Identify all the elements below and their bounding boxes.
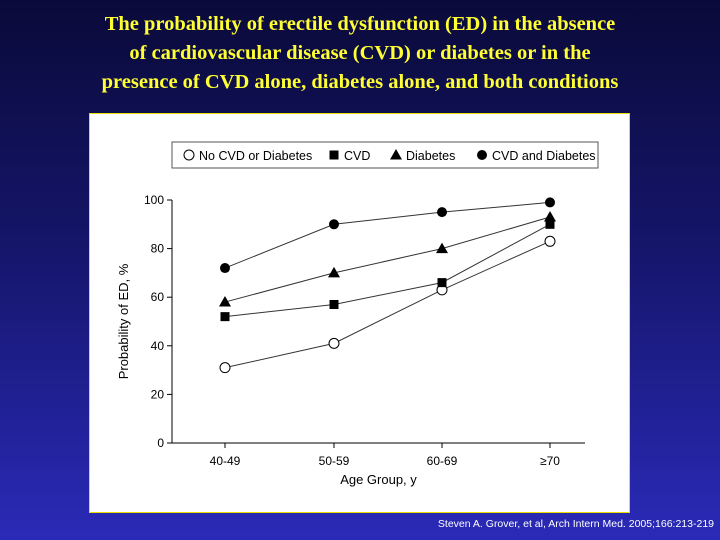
x-tick-label: 60-69	[427, 454, 458, 468]
y-tick-label: 100	[144, 193, 164, 207]
data-point	[183, 149, 195, 161]
x-axis-label: Age Group, y	[340, 472, 417, 487]
data-point	[436, 242, 448, 254]
data-point	[220, 312, 230, 322]
series-line	[224, 216, 551, 303]
legend-label: No CVD or Diabetes	[199, 149, 312, 163]
data-point	[544, 211, 556, 222]
data-point	[329, 299, 339, 309]
series-line	[224, 223, 551, 318]
data-point	[219, 362, 231, 374]
data-point	[328, 266, 340, 278]
data-point	[545, 197, 555, 208]
data-point	[219, 296, 231, 307]
line-chart: No CVD or Diabetes CVD Diabetes CVD and Dia…	[116, 141, 599, 487]
data-point	[328, 337, 340, 349]
y-axis-label: Probability of ED, %	[116, 263, 131, 379]
data-point	[477, 150, 487, 160]
data-point	[390, 149, 402, 160]
y-tick-label: 40	[151, 339, 165, 353]
y-tick-label: 60	[151, 290, 165, 304]
x-tick-label: ≥70	[540, 454, 560, 468]
title-line: of cardiovascular disease (CVD) or diabe…	[129, 42, 591, 64]
citation: Steven A. Grover, et al, Arch Intern Med…	[437, 518, 714, 530]
x-tick-label: 40-49	[210, 454, 241, 468]
data-point	[329, 150, 339, 160]
chart-panel: No CVD or Diabetes CVD Diabetes CVD and Dia…	[89, 113, 630, 513]
data-point	[544, 235, 556, 247]
data-point	[437, 207, 447, 218]
series-line	[224, 240, 551, 369]
title-line: The probability of erectile dysfunction …	[104, 13, 616, 35]
axes: 0 20 40 60 80 100 Probability of ED, % 40-49 50-…	[116, 193, 585, 487]
legend-box	[171, 141, 599, 169]
y-tick-label: 0	[157, 436, 164, 450]
data-point	[220, 263, 230, 274]
title-line: presence of CVD alone, diabetes alone, a…	[101, 71, 619, 93]
data-point	[329, 219, 339, 230]
legend-label: CVD and Diabetes	[492, 149, 596, 163]
legend-label: CVD	[344, 149, 370, 163]
series-layer	[219, 197, 556, 374]
data-point	[545, 219, 555, 229]
x-tick-label: 50-59	[319, 454, 350, 468]
y-tick-label: 80	[151, 242, 165, 256]
series-line	[224, 201, 551, 269]
data-point	[437, 278, 447, 288]
y-tick-label: 20	[151, 387, 165, 401]
slide-title: The probability of erectile dysfunction …	[20, 10, 700, 97]
legend: No CVD or Diabetes CVD Diabetes CVD and Dia…	[171, 141, 599, 169]
legend-label: Diabetes	[406, 149, 455, 163]
